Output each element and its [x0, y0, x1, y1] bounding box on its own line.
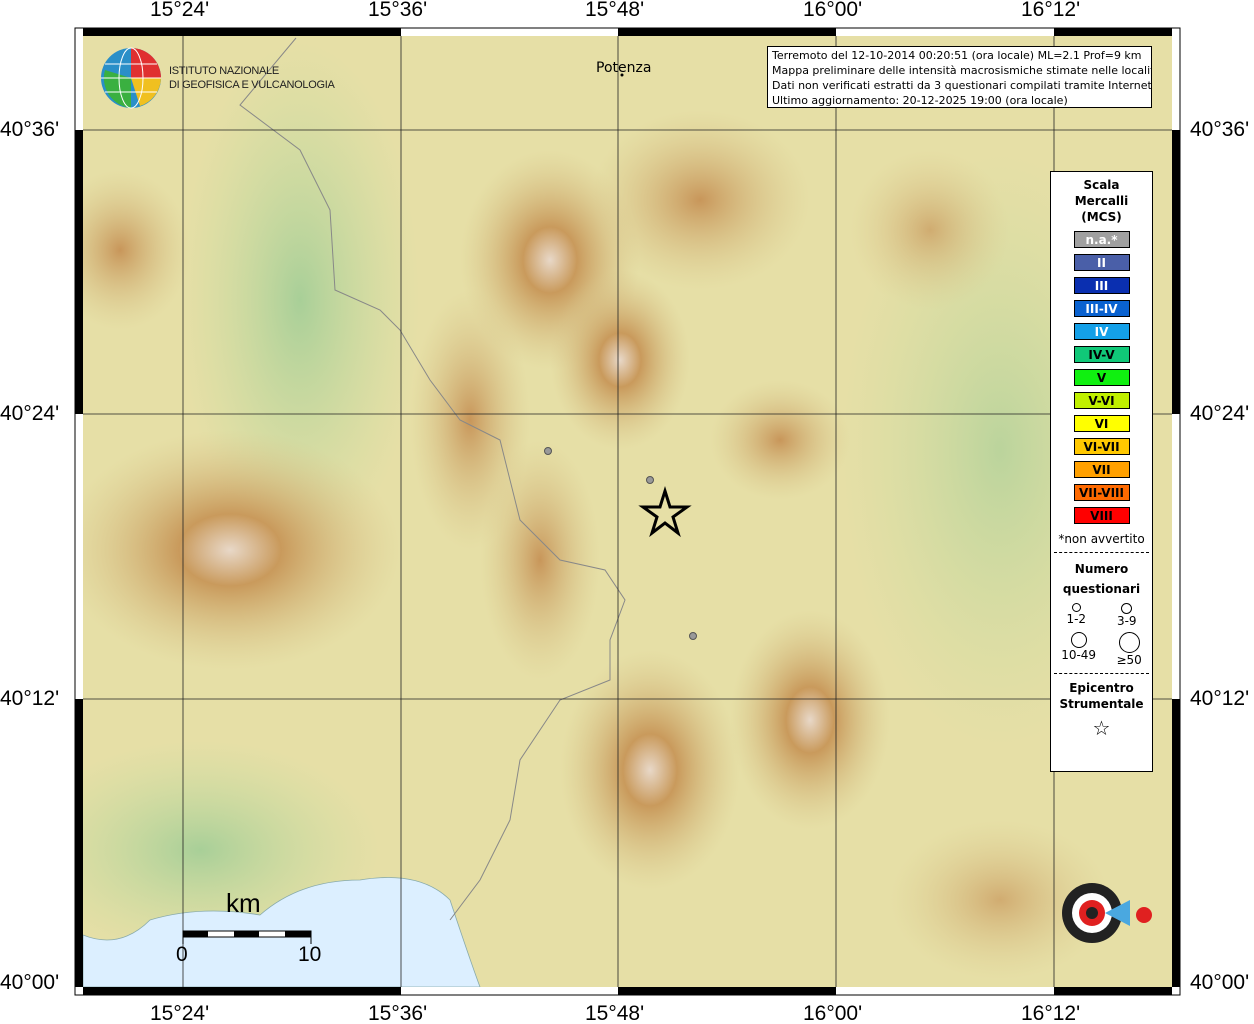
- graticule: [83, 36, 1172, 987]
- intensity-scale: n.a.* II III III-IV IV IV-V V V-VI VI VI-VII VII VI…: [1051, 231, 1152, 524]
- intensity-swatch: V: [1073, 369, 1130, 386]
- city-marker: [620, 73, 624, 77]
- intensity-swatch: III-IV: [1073, 300, 1130, 317]
- info-line: Mappa preliminare delle intensità macros…: [772, 64, 1152, 77]
- lon-label-bottom: 15°24': [150, 1002, 210, 1024]
- count-class: 3-9: [1117, 603, 1137, 628]
- epicenter-star-icon: [638, 485, 692, 538]
- intensity-swatch: II: [1073, 254, 1130, 271]
- info-line: Terremoto del 12-10-2014 00:20:51 (ora l…: [772, 49, 1142, 62]
- lon-label-top: 16°12': [1021, 0, 1081, 21]
- lat-label-left: 40°12': [0, 687, 60, 710]
- scale-end: 10: [298, 943, 322, 966]
- lat-label-right: 40°24': [1190, 402, 1250, 425]
- count-class-label: 3-9: [1116, 614, 1137, 628]
- count-class: 1-2: [1066, 603, 1086, 628]
- intensity-swatch: VIII: [1073, 507, 1130, 524]
- intensity-swatch: VII: [1073, 461, 1130, 478]
- intensity-swatch: IV-V: [1073, 346, 1130, 363]
- scale-start: 0: [176, 943, 188, 966]
- count-class: 10-49: [1061, 632, 1096, 667]
- count-class-label: ≥50: [1116, 653, 1142, 667]
- legend-title-line: Mercalli: [1074, 194, 1129, 208]
- ingv-logo: [101, 47, 161, 109]
- info-line: Ultimo aggiornamento: 20-12-2025 19:00 (…: [772, 94, 1068, 107]
- intensity-swatch: VII-VIII: [1073, 484, 1130, 501]
- count-title-line: questionari: [1062, 582, 1141, 596]
- count-row: 1-2 3-9: [1051, 603, 1152, 628]
- legend: Scala Mercalli (MCS) n.a.* II III III-IV IV I…: [1050, 171, 1153, 772]
- ingv-name-line1: ISTITUTO NAZIONALE: [169, 65, 279, 77]
- divider: [1054, 673, 1149, 674]
- lat-label-right: 40°00': [1190, 971, 1250, 994]
- legend-footnote: *non avvertito: [1058, 532, 1145, 546]
- lon-label-bottom: 16°12': [1021, 1002, 1081, 1024]
- intensity-swatch: n.a.*: [1073, 231, 1130, 248]
- star-icon: ☆: [1092, 716, 1111, 740]
- lat-label-right: 40°36': [1190, 118, 1250, 141]
- terrain: [83, 36, 1172, 987]
- observation-point[interactable]: [544, 447, 552, 455]
- epicenter-title-line: Strumentale: [1059, 697, 1144, 711]
- divider: [1054, 552, 1149, 553]
- count-class: ≥50: [1116, 632, 1142, 667]
- epicenter-title-line: Epicentro: [1069, 681, 1134, 695]
- intensity-swatch: VI: [1073, 415, 1130, 432]
- count-class-label: 10-49: [1061, 648, 1097, 662]
- scale-bar: [182, 930, 312, 944]
- event-info-box: Terremoto del 12-10-2014 00:20:51 (ora l…: [767, 46, 1152, 108]
- intensity-swatch: V-VI: [1073, 392, 1130, 409]
- ingv-name-line2: DI GEOFISICA E VULCANOLOGIA: [169, 79, 335, 91]
- legend-title-line: (MCS): [1081, 210, 1122, 224]
- lon-label-top: 15°24': [150, 0, 210, 21]
- regional-border: [239, 37, 626, 921]
- ingv-name: ISTITUTO NAZIONALE DI GEOFISICA E VULCAN…: [169, 64, 335, 92]
- lat-label-right: 40°12': [1190, 687, 1250, 710]
- intensity-swatch: IV: [1073, 323, 1130, 340]
- count-title-line: Numero: [1074, 562, 1129, 576]
- lat-label-left: 40°00': [0, 971, 60, 994]
- info-line: Dati non verificati estratti da 3 questi…: [772, 79, 1152, 92]
- count-title: Numero questionari: [1051, 559, 1152, 599]
- lon-label-top: 15°36': [368, 0, 428, 21]
- legend-title-line: Scala: [1083, 178, 1120, 192]
- count-class-label: 1-2: [1066, 612, 1087, 626]
- epicenter-title: Epicentro Strumentale: [1051, 680, 1152, 712]
- observation-point[interactable]: [646, 476, 654, 484]
- lon-label-top: 15°48': [585, 0, 645, 21]
- observation-point[interactable]: [689, 632, 697, 640]
- watermark: [1040, 860, 1150, 970]
- haisentito-logo: [1062, 883, 1152, 943]
- lon-label-top: 16°00': [803, 0, 863, 21]
- lon-label-bottom: 15°48': [585, 1002, 645, 1024]
- intensity-swatch: VI-VII: [1073, 438, 1130, 455]
- lon-label-bottom: 15°36': [368, 1002, 428, 1024]
- lon-label-bottom: 16°00': [803, 1002, 863, 1024]
- lat-label-left: 40°36': [0, 118, 60, 141]
- count-row: 10-49 ≥50: [1051, 632, 1152, 667]
- intensity-swatch: III: [1073, 277, 1130, 294]
- scale-unit: km: [226, 888, 261, 918]
- legend-title: Scala Mercalli (MCS): [1051, 177, 1152, 225]
- city-label: Potenza: [596, 60, 652, 76]
- lat-label-left: 40°24': [0, 402, 60, 425]
